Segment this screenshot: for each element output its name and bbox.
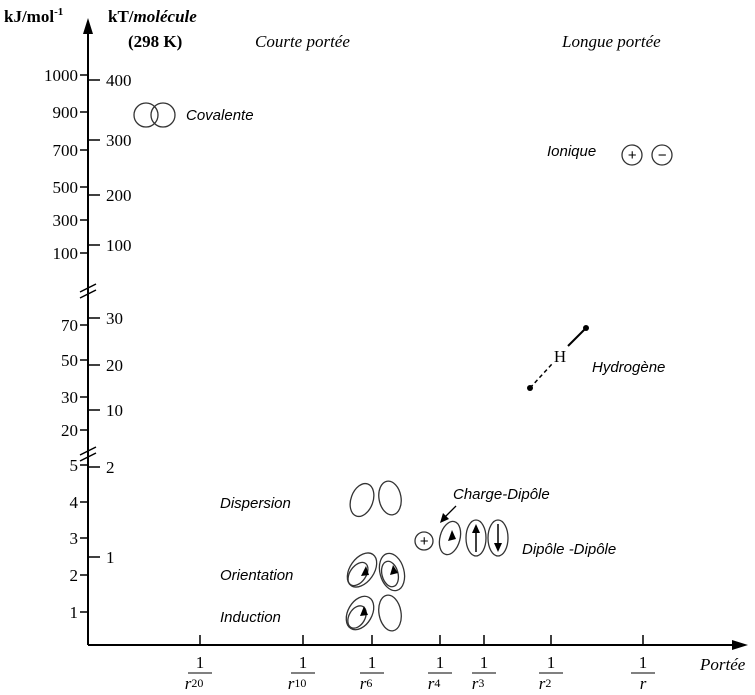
left-tick-label: 300 (53, 211, 79, 230)
interaction-label: Dispersion (220, 495, 291, 512)
denominator-exponent: 20 (191, 676, 203, 690)
x-tick-numerator: 1 (368, 653, 377, 672)
denominator-exponent: 3 (478, 676, 484, 690)
left-tick-label: 5 (70, 456, 79, 475)
denominator-base: r (360, 674, 367, 693)
right-tick-label: 20 (106, 356, 123, 375)
denominator-base: r (288, 674, 295, 693)
right-tick-label: 10 (106, 401, 123, 420)
right-tick-label: 30 (106, 309, 123, 328)
left-axis-label-exp: -1 (54, 6, 63, 18)
right-axis-label: kT/molécule (108, 7, 197, 26)
left-tick-label: 900 (53, 103, 79, 122)
interaction-label: Orientation (220, 567, 293, 584)
interaction-label: Hydrogène (592, 359, 665, 376)
x-tick-denominator: r3 (472, 674, 485, 693)
region-label: Courte portée (255, 32, 350, 51)
x-tick-denominator: r2 (539, 674, 552, 693)
covalent-icon (133, 102, 176, 128)
denominator-exponent: 10 (294, 676, 306, 690)
left-tick-label: 70 (61, 316, 78, 335)
left-tick-label: 100 (53, 244, 79, 263)
x-tick-numerator: 1 (299, 653, 308, 672)
right-axis-label-italic: molécule (134, 7, 198, 26)
left-tick-label: 20 (61, 421, 78, 440)
left-tick-label: 50 (61, 351, 78, 370)
ion (621, 144, 643, 166)
temperature: (298 K) (128, 32, 182, 51)
induction-icon (345, 594, 402, 632)
region-label: Longue portée (561, 32, 661, 51)
right-tick-label: 300 (106, 131, 132, 150)
denominator-base: r (472, 674, 479, 693)
hydrogen-icon (527, 325, 589, 391)
charge-sign: + (420, 533, 429, 550)
right-tick-label: 100 (106, 236, 132, 255)
right-tick-label: 400 (106, 71, 132, 90)
ion-sign: + (628, 147, 637, 164)
interaction-label: Covalente (186, 107, 254, 124)
left-tick-label: 1 (70, 603, 79, 622)
denominator-exponent: 6 (366, 676, 372, 690)
interaction-label: Ionique (547, 143, 596, 160)
left-tick-label: 1000 (44, 66, 78, 85)
left-tick-label: 4 (70, 493, 79, 512)
dispersion-icon (349, 480, 402, 518)
x-axis-label: Portée (699, 655, 746, 674)
denominator-exponent: 4 (434, 676, 440, 690)
y-arrow (83, 18, 93, 34)
x-tick-denominator: r10 (288, 674, 307, 693)
ion (651, 144, 673, 166)
x-tick-numerator: 1 (480, 653, 489, 672)
x-tick-numerator: 1 (436, 653, 445, 672)
denominator-exponent: 2 (545, 676, 551, 690)
left-axis-label: kJ/mol-1 (4, 6, 63, 26)
left-tick-label: 30 (61, 388, 78, 407)
left-tick-label: 3 (70, 529, 79, 548)
right-tick-label: 200 (106, 186, 132, 205)
x-arrow (732, 640, 748, 650)
left-tick-label: 500 (53, 178, 79, 197)
interaction-label: Charge-Dipôle (453, 486, 550, 503)
denominator-base: r (428, 674, 435, 693)
left-axis-label-text: kJ/mol (4, 7, 54, 26)
charge-dipole-icon (414, 505, 509, 557)
hydrogen-symbol: H (554, 347, 566, 366)
denominator-base: r (640, 674, 647, 693)
axis-breaks (79, 283, 97, 462)
denominator-base: r (185, 674, 192, 693)
left-tick-label: 700 (53, 141, 79, 160)
right-axis-label-prefix: kT/ (108, 7, 134, 26)
right-tick-label: 2 (106, 458, 115, 477)
orientation-icon (346, 552, 406, 592)
x-tick-denominator: r (640, 674, 647, 693)
x-tick-numerator: 1 (639, 653, 648, 672)
interaction-label: Induction (220, 609, 281, 626)
right-tick-label: 1 (106, 548, 115, 567)
left-tick-label: 2 (70, 566, 79, 585)
x-tick-denominator: r6 (360, 674, 373, 693)
x-tick-denominator: r4 (428, 674, 441, 693)
interaction-label: Dipôle -Dipôle (522, 541, 616, 558)
ion-sign: − (658, 147, 667, 164)
x-tick-denominator: r20 (185, 674, 204, 693)
x-tick-numerator: 1 (547, 653, 556, 672)
x-tick-numerator: 1 (196, 653, 205, 672)
denominator-base: r (539, 674, 546, 693)
